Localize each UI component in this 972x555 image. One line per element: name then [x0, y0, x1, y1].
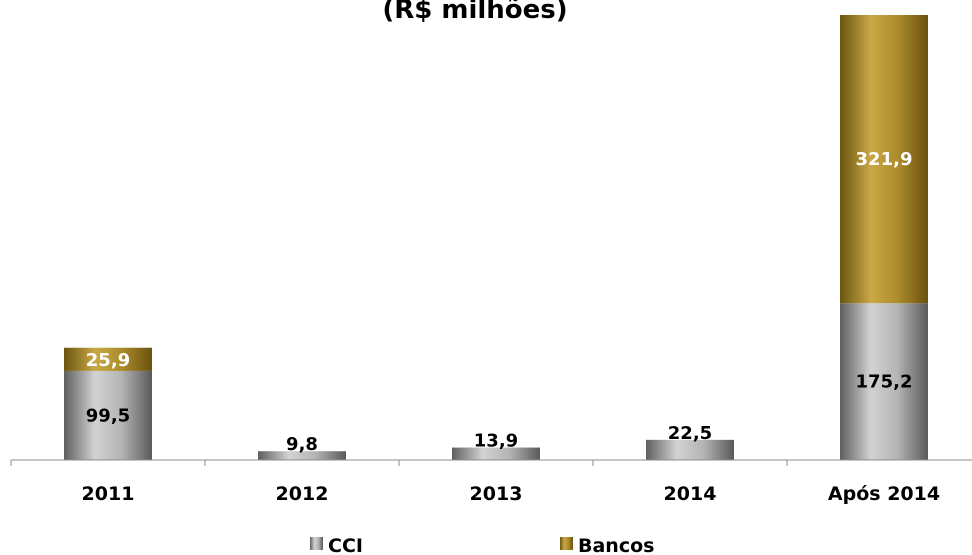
legend: CCI Bancos: [310, 535, 654, 555]
legend-label-cci: CCI: [328, 535, 363, 555]
legend-swatch-cci: [310, 537, 323, 550]
legend-label-bancos: Bancos: [578, 535, 654, 555]
data-label-cci-3: 13,9: [474, 431, 518, 452]
x-tick-label: Após 2014: [828, 483, 940, 505]
bars-layer: [64, 15, 928, 460]
chart-title: (R$ milhões): [382, 0, 567, 25]
x-axis-ticks: [10, 460, 788, 466]
bar-cci-5: [840, 303, 928, 460]
x-tick-label: 2013: [470, 483, 523, 505]
x-tick-label: 2011: [82, 483, 135, 505]
bar-cci-4: [646, 439, 734, 460]
data-label-cci-5: 175,2: [856, 372, 913, 393]
data-label-bancos-1: 25,9: [86, 350, 130, 371]
x-tick-label: 2012: [276, 483, 329, 505]
bar-cci-1: [64, 370, 152, 460]
bar-bancos-5: [840, 15, 928, 304]
bar-cci-2: [258, 451, 346, 460]
x-tick-label: 2014: [664, 483, 717, 505]
data-label-cci-4: 22,5: [668, 423, 712, 444]
bar-bancos-1: [64, 347, 152, 371]
data-label-bancos-5: 321,9: [856, 149, 913, 170]
legend-swatch-bancos: [560, 537, 573, 550]
x-axis-labels: 2011 2012 2013 2014 Após 2014: [82, 483, 941, 505]
data-label-cci-1: 99,5: [86, 405, 130, 426]
data-label-cci-2: 9,8: [286, 434, 318, 455]
bar-cci-3: [452, 447, 540, 460]
data-labels-layer: 99,5 25,9 9,8 13,9 22,5 175,2 321,9: [86, 149, 913, 455]
